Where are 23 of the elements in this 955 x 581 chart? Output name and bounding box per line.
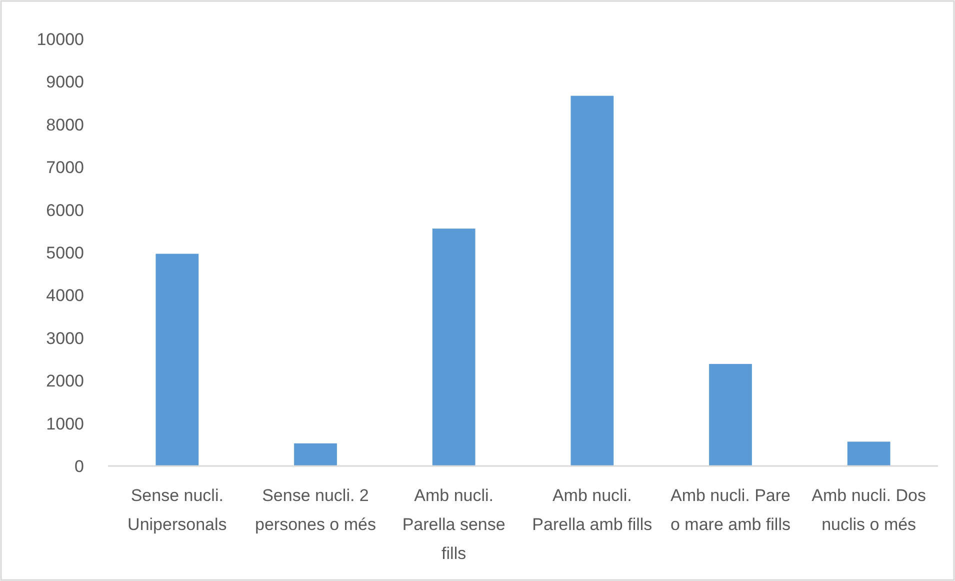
bar <box>709 364 752 466</box>
y-tick-label: 10000 <box>36 30 84 49</box>
bar <box>294 443 337 466</box>
bar <box>156 254 199 466</box>
x-tick-label: Amb nucli. Pare o mare amb fills <box>670 486 790 534</box>
y-tick-label: 6000 <box>46 200 84 220</box>
x-tick-label: Amb nucli. Dos nuclis o més <box>812 486 926 534</box>
y-tick-label: 9000 <box>46 72 84 92</box>
y-tick-label: 7000 <box>46 158 84 178</box>
bar <box>432 228 476 466</box>
x-tick-label: Sense nucli. Unipersonals <box>128 486 227 534</box>
x-tick-label: Amb nucli. Parella sense fills <box>402 486 506 563</box>
y-tick-label: 1000 <box>46 414 84 434</box>
x-tick-label: Amb nucli. Parella amb fills <box>532 486 652 534</box>
y-tick-label: 4000 <box>46 286 84 306</box>
y-tick-label: 0 <box>74 456 84 476</box>
y-tick-label: 2000 <box>46 372 84 391</box>
y-tick-label: 8000 <box>46 115 84 134</box>
x-tick-label: Sense nucli. 2 persones o més <box>255 486 376 534</box>
y-tick-label: 3000 <box>46 328 84 348</box>
bar <box>570 96 614 466</box>
y-tick-label: 5000 <box>46 243 84 262</box>
bar <box>847 442 890 466</box>
